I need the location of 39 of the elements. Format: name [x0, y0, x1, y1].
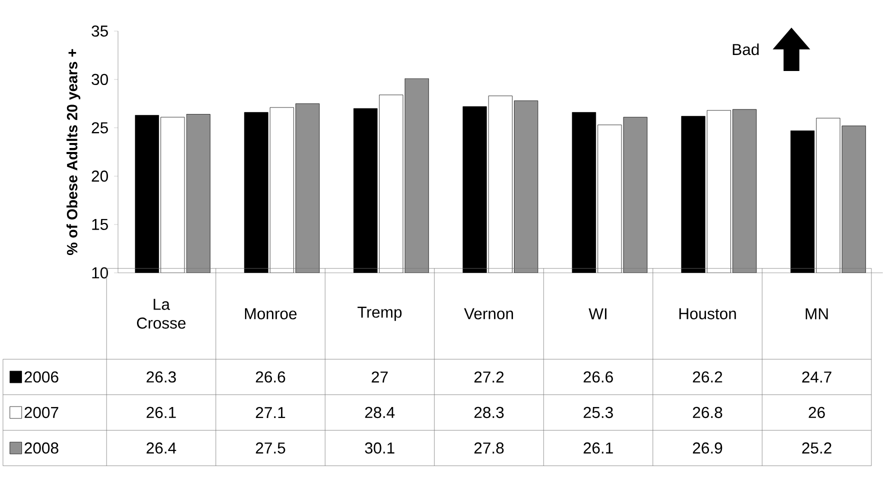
- data-label: 26: [808, 406, 825, 418]
- data-label: 30.1: [364, 442, 394, 454]
- x-tick-label: Houston: [679, 308, 736, 320]
- legend-label: 2008: [24, 442, 58, 454]
- data-label: 26.9: [692, 442, 722, 454]
- data-label: 26.8: [692, 406, 722, 418]
- data-label: 27.5: [256, 442, 286, 454]
- legend-label: 2007: [24, 406, 58, 418]
- x-tick-label: WI: [588, 308, 606, 320]
- y-tick-label: 10: [92, 267, 108, 278]
- data-label: 27.2: [474, 371, 504, 382]
- annotation: Bad: [732, 43, 759, 55]
- y-tick-label: 25: [92, 122, 108, 134]
- data-label: 27: [372, 371, 388, 382]
- data-label: 26.6: [584, 371, 613, 382]
- x-tick-label: Monroe: [245, 308, 297, 320]
- y-tick-label: 15: [92, 218, 108, 230]
- y-tick-label: 35: [92, 25, 108, 36]
- y-tick-label: 30: [92, 74, 108, 85]
- data-label: 27.1: [256, 406, 286, 418]
- data-label: 26.1: [584, 442, 613, 454]
- data-label: 26.2: [692, 371, 722, 382]
- x-tick-label: MN: [806, 308, 828, 320]
- x-tick-label: Vernon: [464, 308, 513, 320]
- x-tick-label: La Crosse: [137, 298, 186, 328]
- y-axis-title: % of Obese Adults 20 years +: [66, 48, 80, 255]
- data-label: 25.3: [584, 406, 613, 418]
- data-label: 25.2: [802, 442, 832, 454]
- data-label: 28.3: [474, 406, 504, 418]
- data-label: 28.4: [365, 406, 395, 418]
- data-label: 26.6: [256, 371, 286, 382]
- data-label: 24.7: [802, 371, 832, 382]
- data-label: 27.8: [474, 442, 504, 454]
- data-label: 26.3: [146, 371, 176, 382]
- legend-label: 2006: [24, 371, 58, 382]
- data-label: 26.1: [146, 406, 176, 418]
- data-label: 26.4: [146, 442, 176, 454]
- x-tick-label: Tremp: [358, 306, 402, 321]
- y-tick-label: 20: [92, 170, 108, 182]
